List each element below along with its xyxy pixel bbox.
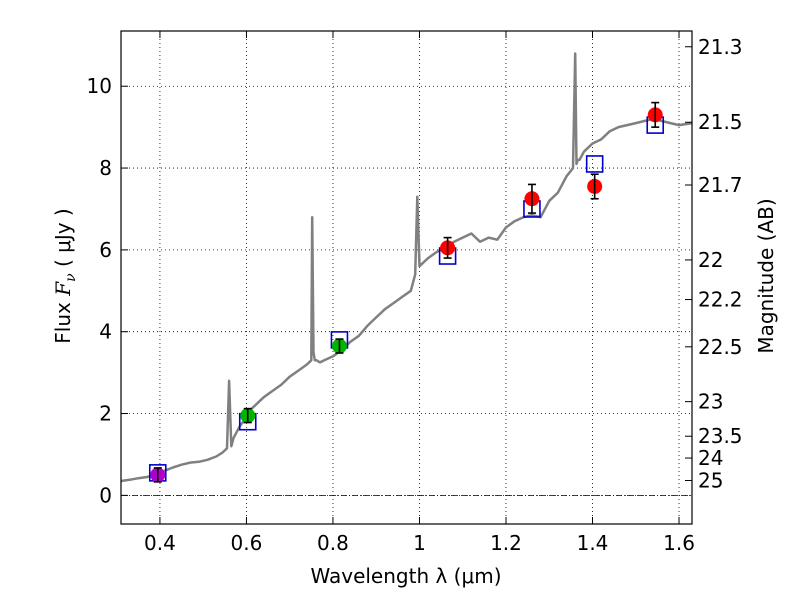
x-tick-label: 1 <box>413 531 426 555</box>
y-axis-label: Flux Fν ( μJy ) <box>51 208 79 343</box>
y2-tick-label: 21.3 <box>698 35 743 59</box>
y2-tick-label: 24 <box>698 446 723 470</box>
x-tick-label: 0.4 <box>144 531 176 555</box>
grid-lines <box>121 31 692 524</box>
spectrum-line <box>120 52 693 483</box>
y-axis-label-suffix: ( μJy ) <box>51 208 75 273</box>
x-axis-label: Wavelength λ (μm) <box>310 564 501 588</box>
y-tick-label: 6 <box>99 238 112 262</box>
y2-tick-label: 23.5 <box>698 424 743 448</box>
x-tick-labels: 0.4 0.6 0.8 1 1.2 1.4 1.6 <box>144 531 695 555</box>
x-tick-label: 0.8 <box>317 531 349 555</box>
y-tick-label: 4 <box>99 320 112 344</box>
y2-tick-label: 22 <box>698 248 723 272</box>
y2-tick-label: 21.5 <box>698 110 743 134</box>
y2-tick-label: 21.7 <box>698 173 743 197</box>
model-photometry-square <box>585 155 604 173</box>
y2-tick-label: 22.2 <box>698 288 743 312</box>
y-tick-label: 10 <box>87 74 112 98</box>
y-tick-label: 8 <box>99 156 112 180</box>
y-axis-label-symbol: F <box>51 281 75 297</box>
x-tick-label: 0.6 <box>231 531 263 555</box>
x-tick-label: 1.2 <box>490 531 522 555</box>
y2-tick-label: 23 <box>698 390 723 414</box>
spectrum-series <box>120 52 693 483</box>
x-tick-label: 1.4 <box>577 531 609 555</box>
photometry-markers <box>148 101 665 483</box>
y2-axis-label: Magnitude (AB) <box>754 198 778 353</box>
y-tick-labels: 0 2 4 6 8 10 <box>87 74 112 507</box>
y-axis-label-prefix: Flux <box>51 296 75 344</box>
y-tick-label: 2 <box>99 402 112 426</box>
axis-ticks <box>121 31 692 524</box>
x-tick-label: 1.6 <box>663 531 695 555</box>
plot-area-frame <box>120 30 693 525</box>
y-axis-label-subscript: ν <box>63 273 79 282</box>
y2-tick-label: 25 <box>698 469 723 493</box>
y2-tick-label: 22.5 <box>698 335 743 359</box>
y-tick-label: 0 <box>99 483 112 507</box>
